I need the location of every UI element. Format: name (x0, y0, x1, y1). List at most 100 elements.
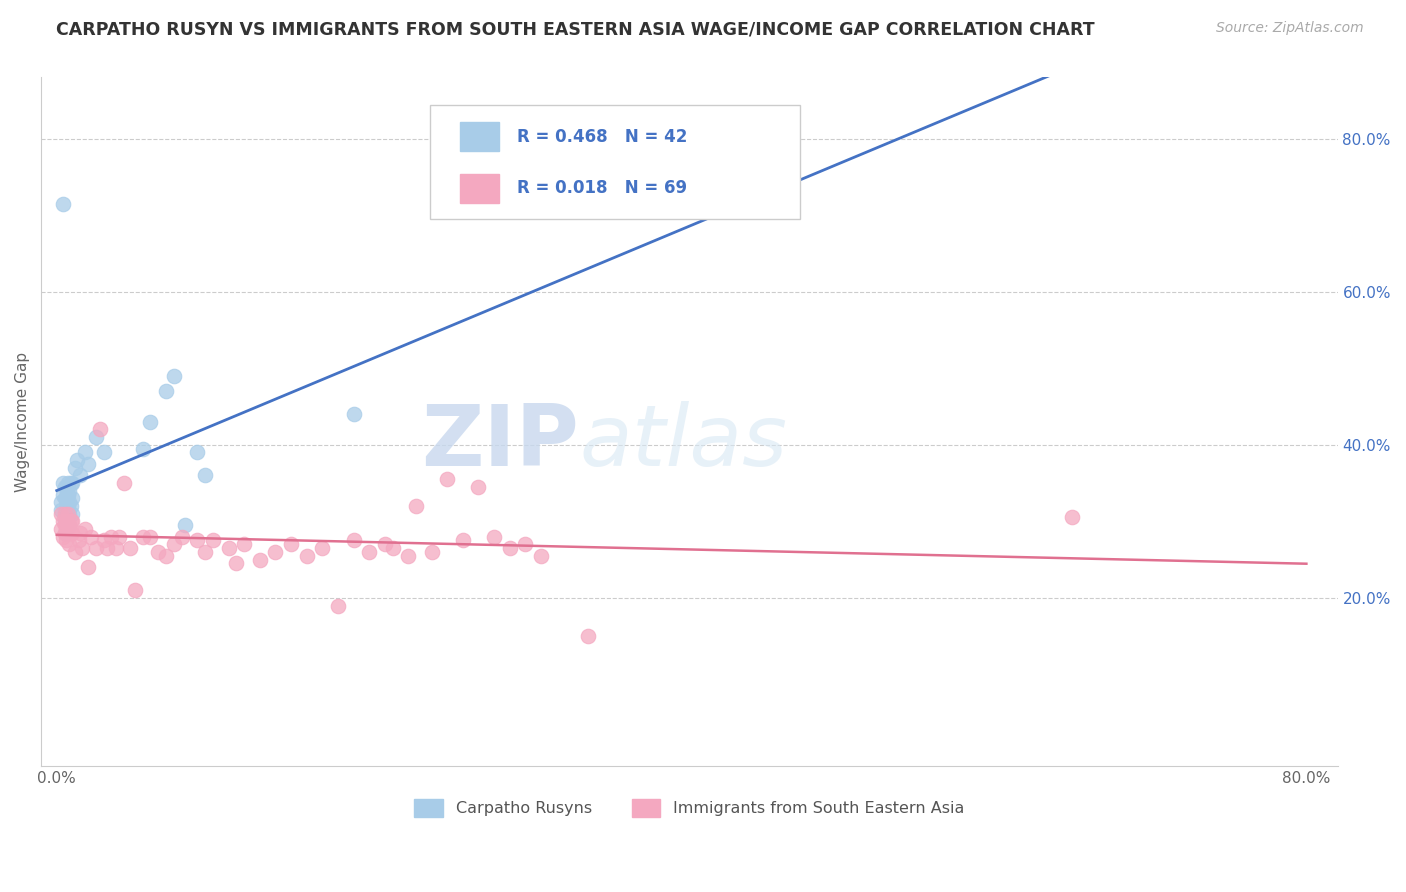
Point (342, 407, 364, 421)
Point (717, 193, 740, 207)
Text: Source: ZipAtlas.com: Source: ZipAtlas.com (1216, 21, 1364, 35)
Point (381, 541, 404, 555)
Point (112, 476, 135, 491)
Point (100, 530, 122, 544)
Point (530, 549, 553, 563)
Point (55, 514, 77, 528)
Point (53, 503, 76, 517)
Point (80, 530, 103, 544)
Point (65, 460, 87, 475)
Point (55, 491, 77, 506)
Point (467, 480, 489, 494)
Point (163, 368, 186, 383)
Point (59, 514, 82, 528)
Point (56, 518, 79, 533)
Point (73, 522, 96, 536)
Point (53, 491, 76, 506)
Point (201, 533, 224, 548)
Legend: Carpatho Rusyns, Immigrants from South Eastern Asia: Carpatho Rusyns, Immigrants from South E… (408, 792, 972, 823)
Point (576, 629, 599, 643)
Point (173, 518, 195, 533)
Point (66, 453, 89, 467)
Point (93, 533, 115, 548)
Point (73, 445, 96, 459)
Point (55, 533, 77, 548)
Point (93, 445, 115, 459)
Point (131, 530, 153, 544)
FancyBboxPatch shape (460, 122, 499, 151)
Point (186, 445, 208, 459)
Point (155, 549, 177, 563)
Point (51, 495, 73, 509)
Point (52, 476, 75, 491)
Point (225, 557, 247, 571)
Point (186, 533, 208, 548)
Point (56, 525, 79, 540)
Point (155, 384, 177, 399)
Point (53, 525, 76, 540)
Point (59, 476, 82, 491)
Point (194, 545, 217, 559)
Point (374, 537, 396, 551)
Point (295, 549, 318, 563)
Point (120, 541, 142, 555)
Point (53, 507, 76, 521)
Point (52, 487, 75, 501)
Point (56, 499, 79, 513)
Point (51, 522, 73, 536)
Point (52, 196, 75, 211)
Point (53, 518, 76, 533)
Text: ZIP: ZIP (422, 401, 579, 484)
Point (53, 480, 76, 494)
Point (194, 468, 217, 483)
Point (51, 503, 73, 517)
Point (84, 430, 107, 444)
Point (60, 491, 83, 506)
Point (233, 537, 256, 551)
Point (58, 518, 80, 533)
Point (311, 541, 333, 555)
Point (55, 480, 77, 494)
Point (58, 537, 80, 551)
Point (52, 530, 75, 544)
Point (96, 541, 118, 555)
Point (56, 476, 79, 491)
Point (58, 507, 80, 521)
Point (359, 545, 381, 559)
Point (59, 499, 82, 513)
Point (264, 545, 287, 559)
Point (170, 530, 193, 544)
Point (280, 537, 302, 551)
Point (451, 533, 474, 548)
Point (69, 525, 91, 540)
Point (65, 545, 87, 559)
Point (1062, 510, 1084, 524)
Point (58, 518, 80, 533)
Point (124, 583, 146, 598)
Point (55, 514, 77, 528)
Point (59, 525, 82, 540)
FancyBboxPatch shape (460, 174, 499, 202)
Point (69, 468, 91, 483)
Point (51, 507, 73, 521)
FancyBboxPatch shape (430, 105, 800, 219)
Point (482, 530, 505, 544)
Point (725, 186, 748, 200)
Text: CARPATHO RUSYN VS IMMIGRANTS FROM SOUTH EASTERN ASIA WAGE/INCOME GAP CORRELATION: CARPATHO RUSYN VS IMMIGRANTS FROM SOUTH … (56, 21, 1095, 38)
Point (70, 541, 93, 555)
Point (326, 599, 349, 613)
Point (56, 507, 79, 521)
Point (515, 537, 537, 551)
Point (58, 483, 80, 498)
Point (89, 422, 111, 436)
Point (105, 541, 128, 555)
Point (499, 541, 522, 555)
Point (342, 533, 364, 548)
Y-axis label: Wage/Income Gap: Wage/Income Gap (15, 351, 30, 491)
Point (139, 415, 162, 429)
Point (77, 560, 100, 574)
Point (249, 552, 271, 566)
Point (77, 457, 100, 471)
Point (218, 541, 240, 555)
Text: atlas: atlas (579, 401, 787, 484)
